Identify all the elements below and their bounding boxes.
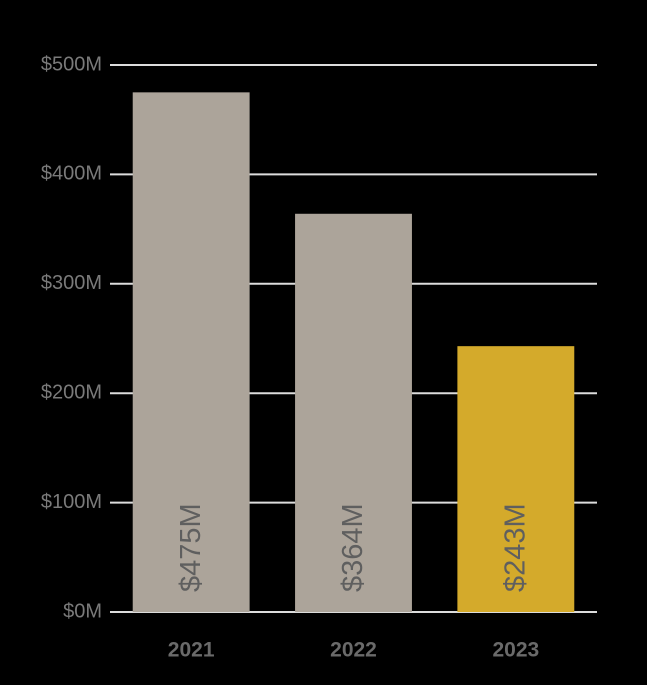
y-tick-label: $100M (41, 491, 102, 513)
x-tick-label: 2022 (330, 639, 377, 662)
y-tick-label: $500M (41, 53, 102, 75)
y-tick-label: $0M (63, 600, 102, 622)
bar (132, 92, 250, 613)
bar (295, 213, 412, 612)
y-tick-label: $200M (41, 381, 102, 403)
value-label: $475M (175, 503, 207, 592)
value-label: $364M (337, 503, 369, 592)
x-tick-label: 2021 (168, 639, 215, 662)
value-label: $243M (499, 503, 531, 592)
bar (457, 346, 575, 612)
y-tick-label: $400M (41, 163, 102, 185)
x-tick-label: 2023 (492, 639, 539, 662)
y-tick-label: $300M (41, 272, 102, 294)
